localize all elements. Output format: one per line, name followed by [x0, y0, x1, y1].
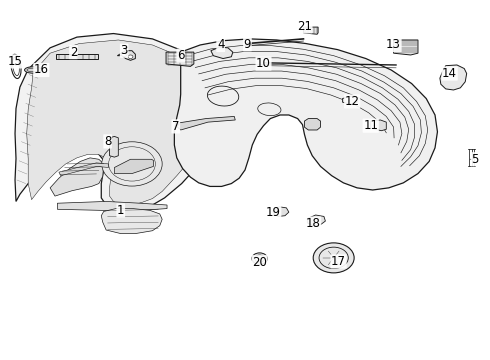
- Polygon shape: [166, 52, 194, 66]
- Text: 9: 9: [244, 38, 251, 51]
- Text: 14: 14: [442, 67, 457, 80]
- Ellipse shape: [24, 67, 42, 73]
- Circle shape: [128, 55, 133, 59]
- Text: 20: 20: [252, 256, 267, 269]
- Text: 19: 19: [266, 206, 281, 219]
- Text: 2: 2: [70, 46, 77, 59]
- Polygon shape: [273, 207, 289, 216]
- Text: 18: 18: [306, 217, 320, 230]
- Polygon shape: [371, 120, 386, 131]
- Text: 21: 21: [297, 20, 312, 33]
- Polygon shape: [303, 27, 318, 34]
- Polygon shape: [343, 96, 357, 104]
- Circle shape: [313, 243, 354, 273]
- Circle shape: [252, 253, 268, 264]
- Text: 3: 3: [121, 44, 128, 57]
- Polygon shape: [304, 118, 320, 130]
- Polygon shape: [307, 215, 325, 226]
- Text: 15: 15: [7, 55, 23, 68]
- Text: 11: 11: [363, 119, 378, 132]
- Polygon shape: [27, 40, 212, 205]
- Polygon shape: [211, 47, 233, 59]
- Polygon shape: [115, 159, 153, 174]
- Circle shape: [102, 142, 162, 186]
- Text: 17: 17: [331, 255, 346, 268]
- Text: 8: 8: [104, 135, 111, 148]
- Text: 16: 16: [34, 63, 49, 76]
- Polygon shape: [101, 208, 162, 234]
- Polygon shape: [56, 54, 98, 59]
- Polygon shape: [57, 202, 167, 210]
- Polygon shape: [50, 158, 104, 196]
- Text: 13: 13: [386, 39, 401, 51]
- Text: 10: 10: [256, 57, 271, 70]
- Circle shape: [121, 52, 127, 57]
- Text: 1: 1: [117, 204, 124, 217]
- Text: 4: 4: [217, 39, 224, 51]
- Polygon shape: [174, 39, 438, 190]
- Polygon shape: [393, 40, 418, 55]
- Polygon shape: [177, 116, 235, 130]
- Polygon shape: [15, 33, 221, 211]
- Text: 12: 12: [344, 95, 360, 108]
- Polygon shape: [117, 51, 135, 60]
- Polygon shape: [110, 136, 118, 157]
- Circle shape: [246, 42, 252, 47]
- Polygon shape: [59, 163, 109, 176]
- Polygon shape: [440, 65, 466, 90]
- Text: 7: 7: [172, 120, 179, 133]
- Text: 5: 5: [471, 153, 479, 166]
- Text: 6: 6: [177, 49, 184, 62]
